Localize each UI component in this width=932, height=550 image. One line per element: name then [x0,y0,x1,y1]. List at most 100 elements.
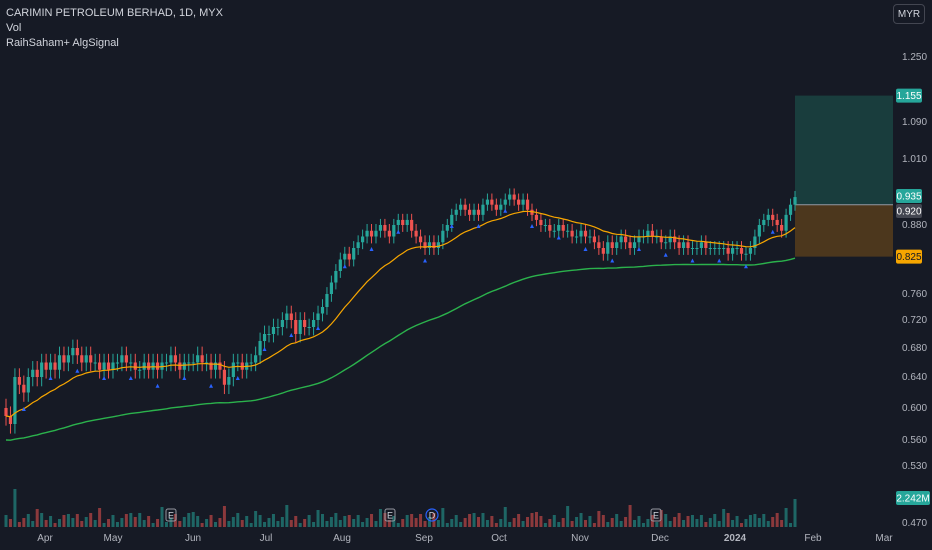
candle [316,313,320,320]
volume-bar [352,519,356,527]
candle [374,230,378,237]
volume-bar [258,515,262,527]
candle [557,225,561,231]
candle [40,362,44,377]
volume-bar [441,508,445,527]
volume-bar [307,515,311,527]
volume-bar [254,511,258,527]
event-label: D [429,511,436,521]
candle [597,242,601,248]
x-tick-label: Jun [185,533,201,544]
currency-button[interactable]: MYR [893,4,925,24]
volume-bar [789,523,793,527]
volume-bar [17,522,21,527]
candle [766,214,770,220]
volume-legend[interactable]: Vol [6,22,22,34]
volume-bar [690,515,694,527]
volume-bar [31,521,35,527]
volume-bar [762,514,766,527]
volume-bar [200,523,204,527]
volume-bar [120,518,124,527]
candle [405,219,409,225]
volume-bar [490,516,494,527]
candle [169,355,173,363]
candle [722,248,726,249]
candle [637,236,641,243]
candle [142,362,146,370]
x-tick-label: Aug [333,533,351,544]
candle [147,362,151,370]
volume-bar [583,520,587,527]
volume-bar [236,513,240,527]
volume-bar [205,519,209,527]
candle [102,362,106,370]
volume-bar [579,513,583,527]
candle [784,214,788,231]
volume-bar [405,515,409,527]
x-tick-label: May [104,533,123,544]
volume-bar [343,516,347,527]
volume-bar [249,523,253,527]
volume-bar [57,519,61,527]
candle [133,362,137,370]
volume-bar [71,518,75,527]
candle [748,248,753,254]
candle [494,204,498,210]
buy-signal-marker [182,376,187,380]
buy-signal-marker [449,224,454,228]
candle [365,230,369,237]
volume-bar [245,516,249,527]
volume-bar [289,520,293,527]
candle [543,225,547,226]
candle [71,348,75,356]
x-tick-label: Mar [875,533,893,544]
candle [423,242,427,248]
candle [726,248,730,254]
symbol-title[interactable]: CARIMIN PETROLEUM BERHAD, 1D, MYX [6,7,223,19]
volume-bar [334,513,338,527]
candle [481,204,485,215]
candle [632,242,637,248]
volume-bar [713,514,717,527]
x-tick-label: Feb [804,533,822,544]
volume-bar [655,522,659,527]
volume-bar [637,516,641,527]
candle [664,242,668,244]
volume-bar [780,520,784,527]
volume-bar [169,518,173,527]
volume-bar [267,518,271,527]
buy-signal-marker [369,247,374,251]
candle [753,236,757,248]
target-price-tag: 1.155 [896,91,921,102]
candle [325,294,329,307]
volume-bar [378,509,382,527]
candle [129,362,133,364]
candle [178,362,182,370]
candle [66,355,71,363]
volume-bar [615,514,619,527]
buy-signal-marker [610,258,615,263]
volume-bar [673,517,677,527]
volume-bar [276,521,280,527]
candle [650,230,654,237]
volume-bar [771,517,775,527]
candle [383,225,387,231]
earnings-event-marker [165,508,177,522]
volume-bar [147,516,151,527]
volume-bar [35,509,39,527]
volume-bar [133,517,137,527]
volume-bar [566,506,570,527]
candle [356,242,360,248]
volume-bar [8,519,12,527]
candle [673,236,677,243]
candle [570,230,574,237]
volume-bar [624,517,628,527]
y-tick-label: 0.720 [902,315,927,326]
volume-bar [356,515,360,527]
indicator-legend[interactable]: RaihSaham+ AlgSignal [6,37,119,49]
volume-bar [704,522,708,527]
candle [717,248,721,249]
buy-signal-marker [583,247,588,251]
candle [659,236,663,243]
